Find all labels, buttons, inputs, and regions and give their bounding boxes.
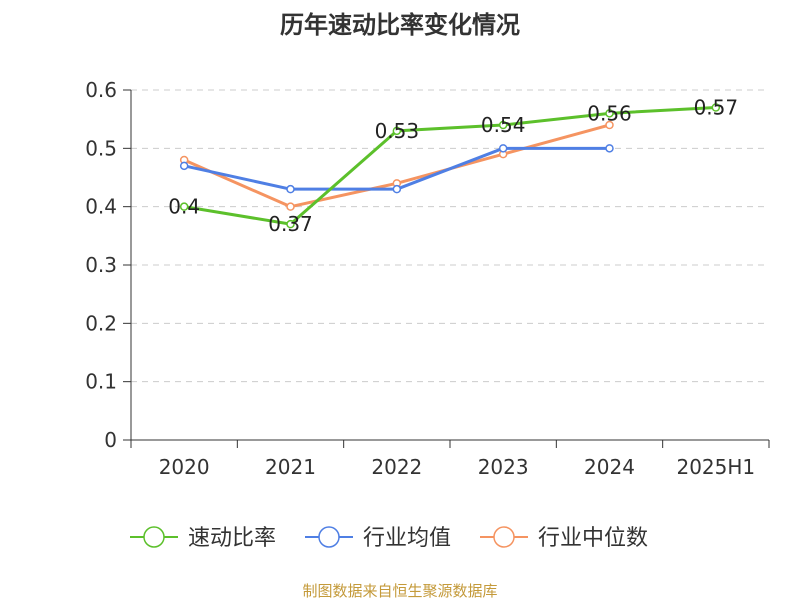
- y-tick-label: 0.1: [85, 370, 117, 394]
- legend-item: 行业均值: [305, 526, 451, 551]
- x-tick-label: 2022: [371, 455, 422, 479]
- series-point: [605, 120, 614, 130]
- series-point: [286, 202, 295, 211]
- data-label: 0.4: [168, 195, 200, 219]
- y-tick-label: 0.5: [85, 136, 117, 160]
- series-line: [183, 106, 716, 226]
- data-label: 0.56: [587, 101, 632, 125]
- series-point: [605, 109, 614, 118]
- y-tick-label: 0.3: [85, 253, 117, 277]
- legend-label: 行业中位数: [538, 526, 648, 551]
- data-label: 0.53: [375, 119, 420, 143]
- x-tick-label: 2020: [159, 455, 210, 479]
- x-tick-label: 2023: [478, 455, 529, 479]
- series-point: [498, 120, 508, 130]
- y-tick-label: 0.6: [85, 78, 117, 102]
- series-point: [179, 202, 189, 211]
- data-label: 0.37: [268, 212, 313, 236]
- series-point: [392, 126, 402, 136]
- series-point: [286, 219, 295, 229]
- axis-layer: 0 0.1 0.2 0.3 0.4 0.5 0.6 2020 2021 2022 2023 2024 2…: [85, 78, 770, 479]
- source-footer: 制图数据来自恒生聚源数据库: [302, 582, 497, 600]
- legend: 速动比率 行业均值 行业中位数: [130, 526, 648, 551]
- x-tick-label: 2024: [584, 455, 635, 479]
- series-layer: [179, 103, 721, 229]
- chart-title: 历年速动比率变化情况: [280, 11, 520, 39]
- data-label: 0.57: [694, 96, 739, 120]
- series-point: [605, 144, 614, 153]
- series-point: [498, 144, 508, 153]
- legend-item: 行业中位数: [480, 526, 648, 551]
- series-point: [392, 184, 402, 194]
- grid-layer: [131, 89, 769, 383]
- data-label: 0.54: [481, 113, 526, 137]
- y-tick-label: 0.2: [85, 311, 117, 335]
- series-point: [179, 161, 189, 171]
- x-tick-label: 2021: [265, 455, 316, 479]
- series-point: [711, 103, 721, 112]
- y-tick-label: 0.4: [85, 195, 117, 219]
- series-point: [286, 184, 295, 194]
- legend-swatch-marker: [143, 526, 165, 548]
- legend-label: 行业均值: [363, 526, 451, 551]
- legend-swatch-marker: [318, 526, 340, 548]
- legend-item: 速动比率: [130, 526, 276, 551]
- x-tick-label: 2025H1: [676, 455, 755, 479]
- legend-label: 速动比率: [188, 526, 276, 551]
- legend-swatch-marker: [493, 526, 515, 548]
- y-tick-label: 0: [104, 428, 117, 452]
- data-label-layer: 0.4 0.37 0.53 0.54 0.56 0.57: [168, 96, 738, 237]
